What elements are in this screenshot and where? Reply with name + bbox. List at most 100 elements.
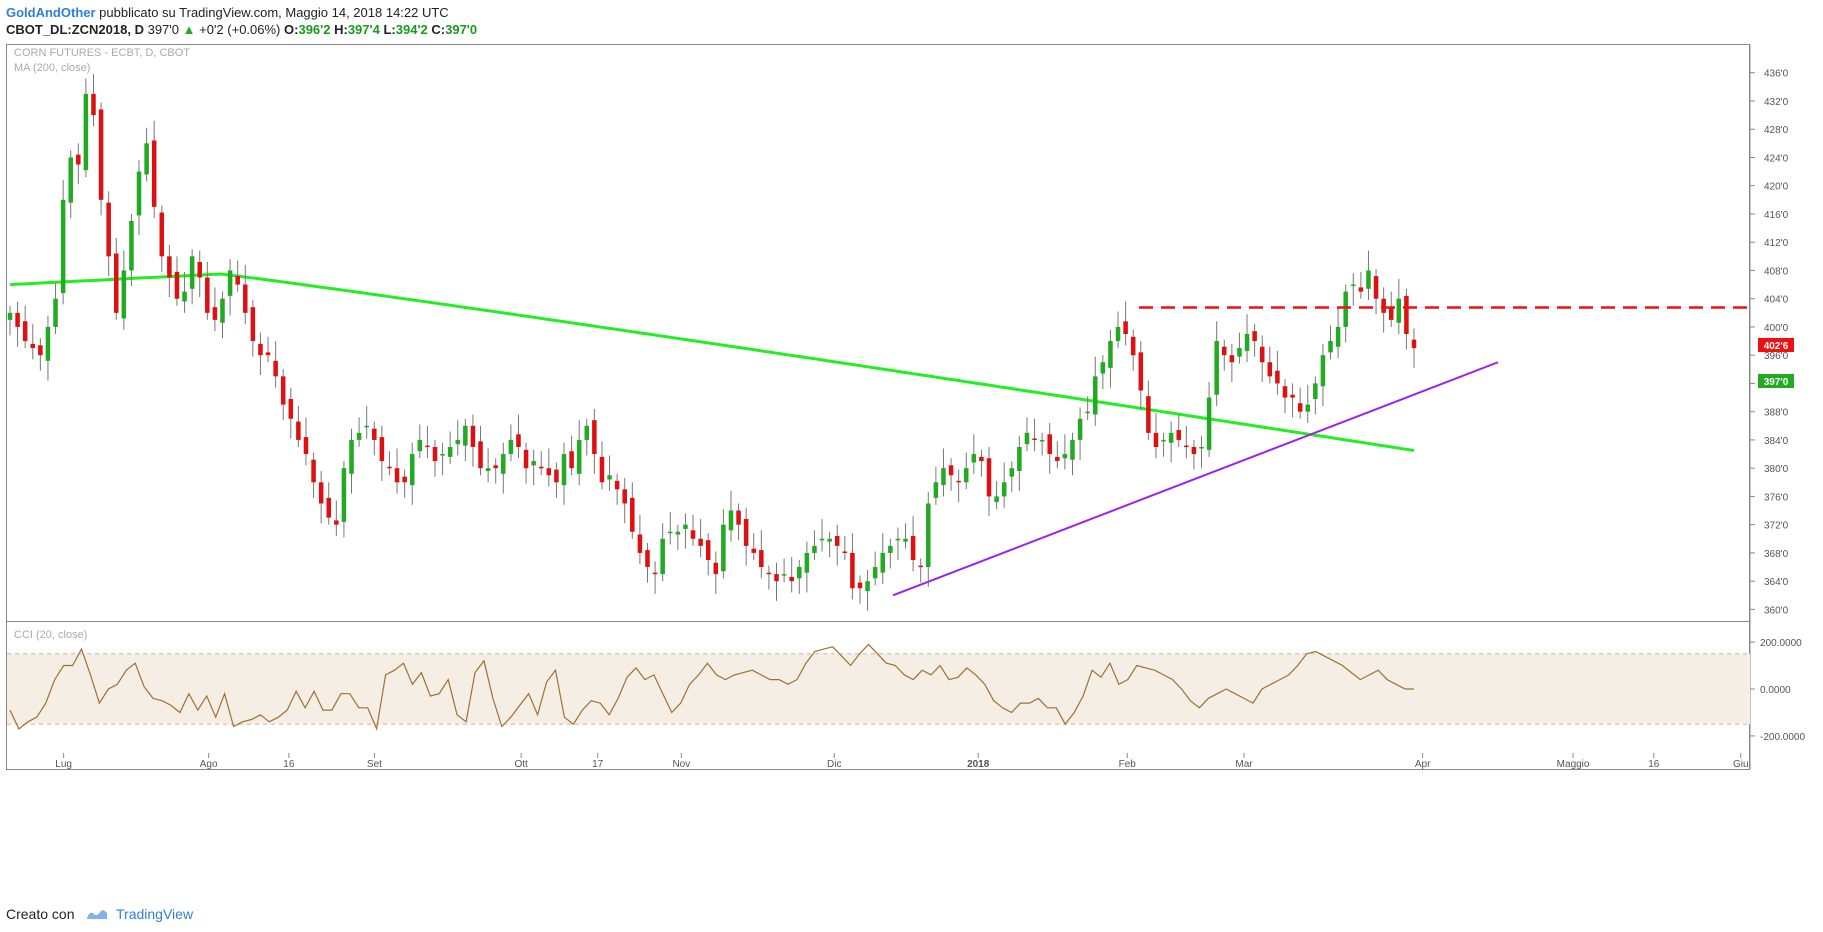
main-pane-title: CORN FUTURES - ECBT, D, CBOT: [14, 47, 190, 59]
price-tag-resistance-bg: [1758, 338, 1794, 352]
candle-body: [1229, 355, 1235, 363]
tradingview-link[interactable]: TradingView: [116, 906, 194, 922]
price-tick-label: 412'0: [1764, 238, 1789, 249]
candle-body: [402, 476, 407, 483]
candle-body: [189, 256, 195, 289]
low-value: 394'2: [395, 22, 428, 37]
candle-body: [440, 454, 445, 456]
candle-body: [326, 497, 332, 518]
candle-body: [781, 574, 787, 576]
candle-body: [819, 538, 825, 541]
candle-body: [804, 552, 810, 573]
candle-body: [311, 459, 316, 483]
candle-body: [243, 284, 248, 313]
candle-body: [926, 503, 931, 568]
candle-body: [1191, 446, 1197, 455]
price-tag-resistance: 402'6: [1758, 338, 1794, 352]
candle-body: [766, 572, 772, 575]
candle-body: [265, 352, 271, 356]
time-tick-label: Dic: [827, 759, 841, 770]
candle-body: [45, 326, 51, 361]
candle-body: [1123, 321, 1128, 334]
candle-body: [888, 545, 893, 553]
candle-body: [379, 437, 385, 462]
price-tick-label: 424'0: [1764, 153, 1789, 164]
candle-body: [273, 360, 278, 377]
candle-body: [318, 482, 324, 504]
footer: Creato con TradingView: [6, 906, 193, 923]
candle-body: [470, 425, 476, 447]
symbol-label: CBOT_DL:ZCN2018, D: [6, 22, 144, 37]
candle-body: [705, 540, 711, 560]
chart-svg[interactable]: 436'0 432'0 428'0 424'0 420'0 416'0 412'0 408'0…: [6, 44, 1818, 896]
candle-body: [38, 345, 43, 356]
candle-body: [1055, 456, 1060, 462]
candle-body: [167, 256, 172, 278]
candle-body: [121, 270, 127, 319]
candle-body: [7, 312, 13, 320]
candle-body: [1396, 298, 1402, 323]
candle-body: [1358, 287, 1364, 292]
chart-area[interactable]: 436'0 432'0 428'0 424'0 420'0 416'0 412'0 408'0…: [6, 44, 1818, 896]
candle-body: [98, 109, 104, 200]
candle-body: [1024, 432, 1030, 445]
price-tag-resistance-text: 402'6: [1764, 341, 1789, 352]
candle-body: [842, 551, 848, 554]
candle-body: [614, 480, 620, 490]
tradingview-logo-icon[interactable]: [86, 907, 108, 923]
candle-body: [1017, 446, 1022, 471]
candle-body: [979, 456, 984, 462]
candle-body: [432, 446, 438, 462]
time-tick-label: 2018: [967, 759, 990, 770]
last-price: 397'0: [147, 22, 179, 37]
candle-body: [1214, 341, 1219, 395]
candle-body: [994, 496, 999, 503]
open-label: O:: [284, 22, 299, 37]
candle-body: [334, 520, 339, 525]
candle-body: [1313, 383, 1318, 399]
candle-body: [1335, 326, 1341, 347]
time-tick-label: Maggio: [1557, 759, 1590, 770]
price-tick-label: 432'0: [1764, 97, 1789, 108]
candle-body: [956, 480, 961, 483]
candle-body: [1373, 276, 1379, 299]
candle-body: [144, 143, 149, 175]
candle-body: [227, 270, 233, 296]
candle-body: [789, 576, 794, 582]
candle-body: [531, 461, 536, 466]
time-tick-label: 16: [1648, 759, 1660, 770]
cci-line: [9, 643, 1414, 732]
candle-body: [22, 321, 28, 342]
cci-tick-label: 200.0000: [1760, 638, 1802, 649]
candle-body: [1070, 439, 1075, 460]
candle-body: [652, 572, 658, 575]
candle-body: [220, 298, 225, 323]
candle-body: [1305, 404, 1311, 412]
candle-body: [538, 466, 544, 469]
candle-body: [948, 465, 954, 476]
publish-line: GoldAndOther pubblicato su TradingView.c…: [6, 4, 477, 21]
candle-body: [759, 550, 764, 568]
candle-body: [812, 545, 817, 553]
candle-body: [151, 140, 157, 207]
candle-body: [258, 343, 263, 356]
author-name[interactable]: GoldAndOther: [6, 5, 96, 20]
candle-body: [1161, 439, 1166, 442]
ma200-line: [9, 272, 1415, 452]
candle-body: [15, 312, 20, 327]
candle-body: [303, 437, 309, 455]
price-tick-label: 360'0: [1764, 605, 1789, 616]
candle-body: [205, 277, 210, 313]
created-with-label: Creato con: [6, 906, 75, 922]
candle-body: [182, 291, 187, 302]
candle-body: [903, 538, 908, 542]
candle-body: [630, 497, 635, 532]
candle-body: [250, 307, 256, 342]
price-tag-last-text: 397'0: [1764, 377, 1789, 388]
close-label: C:: [431, 22, 446, 37]
price-tick-label: 408'0: [1764, 266, 1789, 277]
candle-body: [1108, 341, 1113, 368]
time-tick-label: Ago: [200, 759, 218, 770]
candle-body: [447, 446, 453, 457]
candle-body: [1047, 434, 1052, 455]
